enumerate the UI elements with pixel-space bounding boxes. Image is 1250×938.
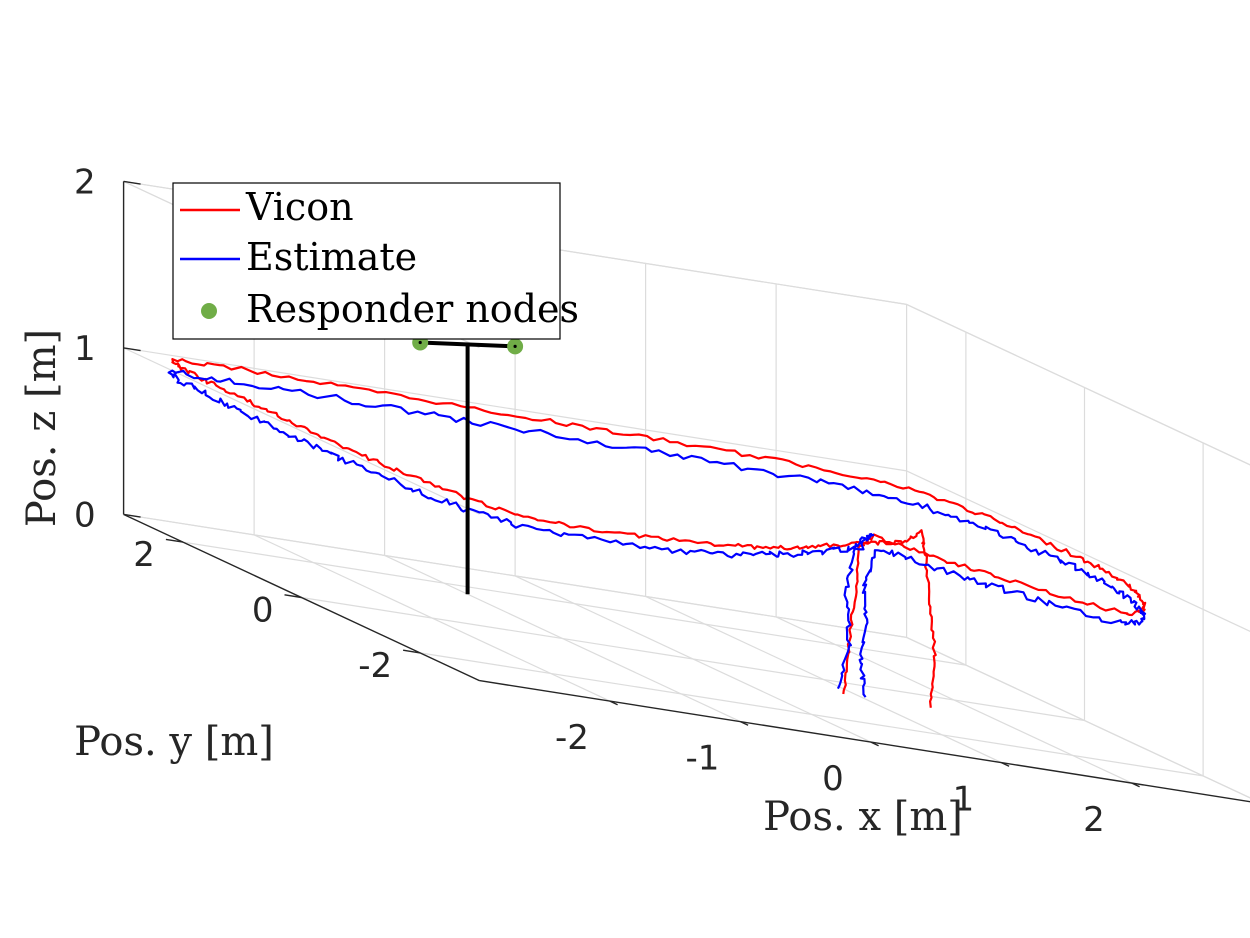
x-tick-mark xyxy=(870,741,879,747)
y-tick-mark xyxy=(165,538,184,543)
x-axis-label: Pos. x [m] xyxy=(763,794,963,840)
z-tick-label: 1 xyxy=(74,329,96,369)
legend: Vicon Estimate Responder nodes xyxy=(172,182,579,340)
x-tick-mark xyxy=(1131,782,1140,788)
z-axis-label: Pos. z [m] xyxy=(19,329,65,527)
series-line-estimate xyxy=(167,369,1147,698)
grid-line-z xyxy=(123,347,480,515)
y-tick-mark xyxy=(402,649,421,654)
legend-swatch-responder xyxy=(201,303,217,319)
responder-node-center xyxy=(418,340,422,345)
legend-label-estimate: Estimate xyxy=(246,235,417,279)
x-tick-label: 2 xyxy=(1083,800,1105,840)
x-tick-mark xyxy=(1001,761,1010,767)
legend-label-vicon: Vicon xyxy=(245,185,354,229)
x-tick-mark xyxy=(740,720,749,726)
grid-edge xyxy=(906,303,1250,466)
anchor-crossbar xyxy=(420,340,516,349)
z-tick-label: 2 xyxy=(74,162,96,202)
y-tick-mark xyxy=(284,594,302,599)
grid-line-z xyxy=(123,513,907,638)
axes xyxy=(122,180,1250,803)
z-tick-label: 0 xyxy=(74,495,96,535)
plot-area xyxy=(167,334,1147,708)
legend-label-responder: Responder nodes xyxy=(246,287,579,331)
grid-line-y xyxy=(182,541,966,666)
grid-line-z xyxy=(906,636,1250,799)
y-tick-label: 0 xyxy=(252,591,274,631)
y-tick-label: -2 xyxy=(358,646,392,686)
responder-node-center xyxy=(513,344,517,348)
x-tick-label: -1 xyxy=(685,739,719,779)
grid-line-y xyxy=(420,652,1204,777)
y-tick-label: 2 xyxy=(133,535,155,575)
series-line-vicon xyxy=(171,358,1147,708)
x-tick-mark xyxy=(609,700,618,706)
grid-line-y xyxy=(301,596,1085,722)
z-tick-mark xyxy=(123,347,141,352)
z-tick-mark xyxy=(123,513,141,518)
grid-line-z xyxy=(123,347,907,472)
grid-line-z xyxy=(906,470,1250,632)
grid-line-z xyxy=(906,303,1250,466)
x-tick-label: 1 xyxy=(953,780,975,820)
x-tick-label: 0 xyxy=(822,759,844,799)
y-axis-label: Pos. y [m] xyxy=(74,719,274,765)
x-tick-label: -2 xyxy=(555,718,589,758)
z-tick-mark xyxy=(123,180,141,185)
